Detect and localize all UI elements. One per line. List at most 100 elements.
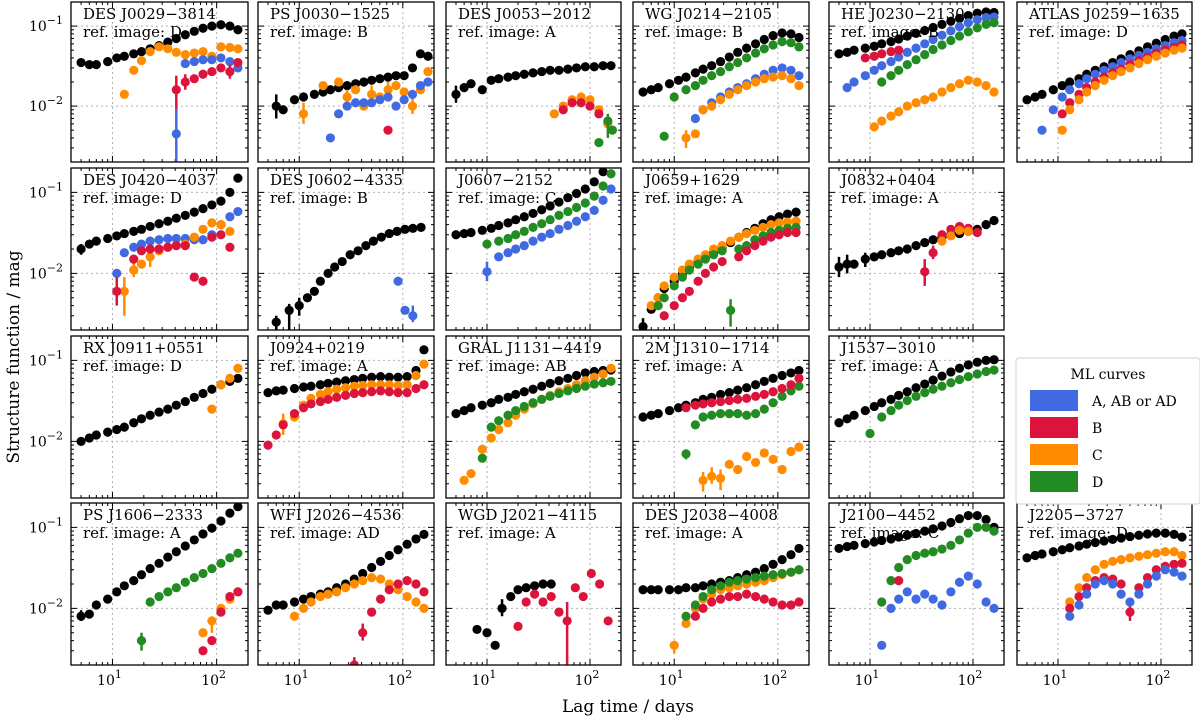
data-point [198,46,208,57]
data-point [794,42,804,52]
data-point [742,81,752,91]
data-point [562,616,572,626]
data-point [490,640,500,650]
data-point [466,403,476,413]
data-point [198,235,208,245]
data-point [902,60,912,70]
data-point [690,81,700,91]
data-point [1090,81,1100,91]
data-point [1134,583,1144,593]
data-point [400,305,410,315]
data-point [216,63,226,73]
data-point [920,388,930,398]
data-point [911,383,921,393]
data-point [1160,528,1170,538]
data-point [198,388,208,399]
data-point [598,181,608,191]
data-point [340,376,351,386]
data-point [580,184,590,194]
data-point [946,367,956,377]
data-point [136,259,147,269]
data-point [189,74,199,84]
data-point [399,87,409,97]
data-point [742,53,752,63]
data-point [920,267,930,277]
data-point [537,66,547,77]
data-point [777,28,787,38]
data-point [112,424,122,435]
data-point [1142,572,1153,583]
data-point [233,173,243,183]
data-point [902,31,912,41]
data-point [794,597,804,607]
data-point [981,514,991,525]
data-point [707,71,717,81]
data-point [278,105,288,115]
data-point [1074,79,1084,89]
data-point [920,548,930,558]
data-point [494,416,504,426]
data-point [928,235,938,245]
data-point [911,43,921,53]
data-point [750,391,761,401]
data-point [216,196,226,206]
data-point [589,379,599,389]
data-point [76,611,86,621]
data-point [886,46,896,57]
data-point [677,293,688,303]
panel-frame [632,335,810,499]
data-point [207,616,217,626]
data-point [163,552,173,562]
data-point [638,412,648,422]
data-point [928,524,938,534]
data-point [180,58,190,69]
data-point [171,233,181,244]
data-point [894,576,904,586]
data-point [1151,565,1161,575]
data-point [323,589,333,599]
data-point [342,81,352,91]
data-point [725,305,736,315]
data-point [1169,45,1179,55]
data-point [750,77,761,87]
data-point [375,386,386,396]
data-point [528,398,538,408]
data-point [869,65,879,75]
data-point [163,242,173,252]
data-point [180,50,190,60]
data-point [972,510,982,521]
data-point [777,555,787,565]
data-point [216,380,226,390]
data-point [603,116,613,126]
data-point [834,262,844,272]
data-point [528,236,538,246]
data-point [698,75,708,85]
data-point [690,600,700,610]
data-point [407,101,418,111]
data-point [207,523,217,533]
legend-swatch [1030,444,1078,465]
data-point [289,409,300,419]
data-point [198,276,208,286]
data-point [782,209,793,219]
data-point [715,389,726,400]
data-point [358,576,368,586]
data-point [768,65,778,75]
data-point [768,373,778,383]
data-point [734,252,744,262]
panel-data [638,543,804,654]
data-point [920,95,930,105]
data-point [981,19,991,29]
data-point [171,400,181,410]
data-point [271,430,281,440]
data-point [1125,607,1135,617]
panel-frame [632,167,810,331]
data-point [1134,530,1144,540]
data-point [349,388,359,399]
